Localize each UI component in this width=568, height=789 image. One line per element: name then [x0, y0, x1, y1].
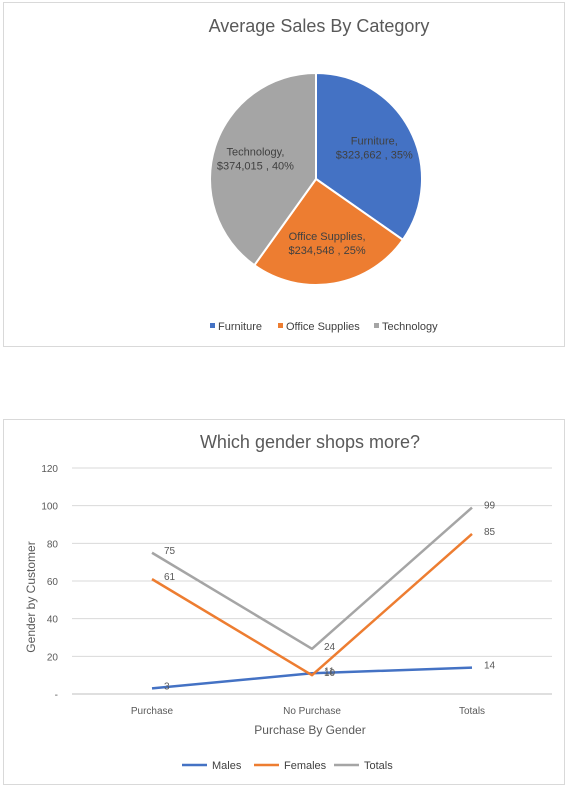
- line-chart: Which gender shops more? - 20 40 60 80 100 120…: [24, 432, 552, 772]
- data-label: 3: [164, 681, 170, 692]
- data-label: 14: [484, 661, 496, 672]
- data-label: 24: [324, 642, 336, 653]
- y-tick-label: 40: [47, 615, 59, 626]
- legend-label: Females: [284, 760, 327, 772]
- pie-chart: Average Sales By Category Furniture, $323…: [209, 16, 439, 333]
- line-chart-panel: Which gender shops more? - 20 40 60 80 100 120…: [3, 419, 565, 785]
- legend-swatch: [374, 323, 379, 328]
- pie-slice-furniture: [315, 71, 423, 242]
- data-label-value: $234,548 , 25%: [289, 245, 366, 257]
- data-label: 10: [324, 668, 336, 679]
- legend-label: Technology: [382, 321, 438, 333]
- data-label: 75: [164, 546, 176, 557]
- data-label-value: $323,662 , 35%: [336, 150, 413, 162]
- pie-slice-office-supplies: [252, 177, 405, 286]
- y-tick-label: 20: [47, 652, 59, 663]
- y-tick-label: 60: [47, 577, 59, 588]
- data-label-value: $374,015 , 40%: [217, 161, 294, 173]
- legend-label: Totals: [364, 760, 393, 772]
- x-tick-label: Totals: [459, 706, 485, 717]
- y-axis-title: Gender by Customer: [24, 541, 38, 652]
- series-line-females: [151, 532, 473, 677]
- x-tick-label: Purchase: [131, 706, 174, 717]
- legend-swatch: [210, 323, 215, 328]
- pie-chart-panel: Average Sales By Category Furniture, $323…: [3, 2, 565, 347]
- y-tick-label: -: [55, 690, 58, 701]
- data-label-category: Office Supplies,: [289, 231, 366, 243]
- data-label: 85: [484, 527, 496, 538]
- data-label: 99: [484, 501, 496, 512]
- y-tick-label: 120: [41, 464, 58, 475]
- pie-slice-technology: [209, 71, 317, 267]
- legend-label: Males: [212, 760, 242, 772]
- data-label-category: Technology,: [226, 147, 284, 159]
- x-axis-title: Purchase By Gender: [254, 723, 365, 737]
- y-tick-label: 80: [47, 539, 59, 550]
- x-tick-label: No Purchase: [283, 706, 341, 717]
- chart-title: Average Sales By Category: [209, 16, 430, 36]
- legend-label: Furniture: [218, 321, 262, 333]
- legend-label: Office Supplies: [286, 321, 360, 333]
- legend-swatch: [278, 323, 283, 328]
- y-tick-label: 100: [41, 502, 58, 513]
- series-line-totals: [151, 506, 473, 651]
- data-label-category: Furniture,: [351, 136, 398, 148]
- series-line-males: [151, 666, 473, 690]
- data-label: 61: [164, 572, 176, 583]
- chart-title: Which gender shops more?: [200, 432, 420, 452]
- data-label: 11: [324, 666, 335, 677]
